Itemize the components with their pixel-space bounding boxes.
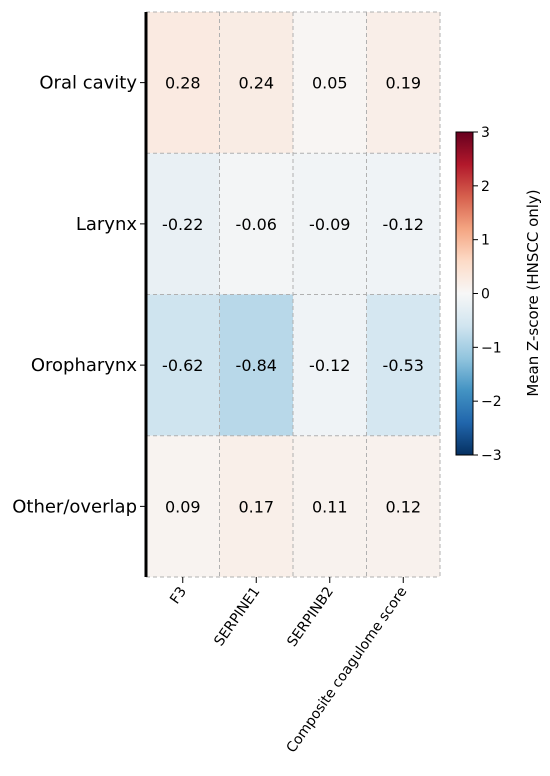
colorbar [456, 132, 473, 455]
heatmap-cell [219, 12, 293, 154]
column-label: SERPINB2 [284, 584, 337, 650]
cell-value-label: 0.19 [385, 74, 421, 93]
heatmap-cell [219, 153, 293, 295]
cell-value-label: -0.53 [383, 356, 424, 375]
colorbar-tick-label: −1 [481, 340, 502, 356]
heatmap-cell [293, 294, 367, 436]
cell-value-label: -0.12 [383, 215, 424, 234]
heatmap-cell [219, 294, 293, 436]
column-label: Composite coagulome score [284, 584, 411, 756]
heatmap-cell [146, 153, 220, 295]
heatmap-cell-labels: 0.28 0.24 0.05 0.19 -0.22 -0.06 -0.09 -0.12 -0.6… [162, 74, 424, 517]
row-label: Oropharynx [31, 355, 138, 376]
heatmap-cell [366, 294, 440, 436]
heatmap-cell [293, 435, 367, 577]
colorbar-tick-label: 1 [481, 233, 490, 249]
heatmap-cell [366, 12, 440, 154]
colorbar-tick-label: 2 [481, 179, 490, 195]
heatmap-cells [146, 12, 440, 577]
heatmap-cell [293, 12, 367, 154]
heatmap-cell [219, 435, 293, 577]
row-label: Larynx [76, 214, 138, 235]
row-labels: Oral cavity Larynx Oropharynx Other/overlap [12, 73, 146, 517]
cell-value-label: -0.06 [236, 215, 277, 234]
cell-value-label: 0.17 [238, 497, 274, 516]
heatmap-cell [366, 435, 440, 577]
cell-value-label: 0.28 [165, 74, 201, 93]
heatmap-cell [146, 12, 220, 154]
colorbar-tick-label: −3 [481, 448, 502, 464]
cell-value-label: -0.22 [162, 215, 203, 234]
colorbar-tick-label: −2 [481, 394, 502, 410]
heatmap-cell [293, 153, 367, 295]
cell-value-label: 0.12 [385, 497, 421, 516]
column-label: F3 [167, 584, 190, 607]
colorbar-label: Mean Z-score (HNSCC only) [524, 189, 542, 396]
cell-value-label: 0.09 [165, 497, 201, 516]
cell-value-label: 0.11 [312, 497, 348, 516]
heatmap-cell [146, 294, 220, 436]
colorbar-tick-label: 3 [481, 125, 490, 141]
cell-value-label: 0.24 [238, 74, 274, 93]
cell-value-label: -0.62 [162, 356, 203, 375]
cell-value-label: -0.09 [309, 215, 350, 234]
cell-value-label: -0.84 [236, 356, 277, 375]
cell-value-label: 0.05 [312, 74, 348, 93]
row-label: Other/overlap [12, 496, 137, 517]
row-label: Oral cavity [39, 73, 137, 94]
heatmap-cell [146, 435, 220, 577]
heatmap-cell [366, 153, 440, 295]
colorbar-tick-label: 0 [481, 287, 490, 303]
cell-value-label: -0.12 [309, 356, 350, 375]
colorbar-ticks: 3 2 1 0 −1 −2 −3 [473, 125, 502, 464]
column-label: SERPINE1 [211, 584, 263, 649]
